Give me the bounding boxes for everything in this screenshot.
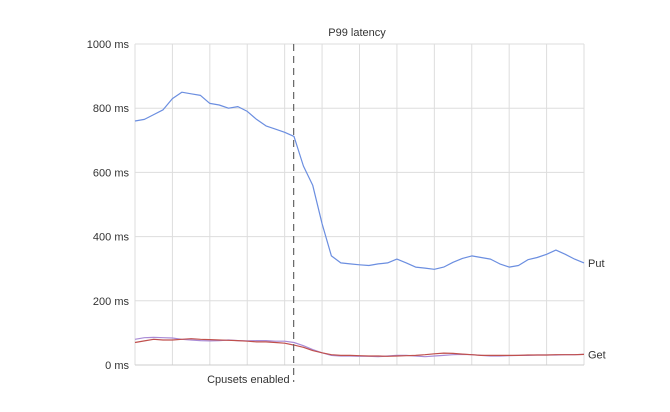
series-label-put: Put	[588, 258, 605, 270]
y-tick-label: 200 ms	[93, 296, 130, 308]
y-tick-label: 1000 ms	[87, 39, 130, 51]
y-tick-label: 0 ms	[105, 360, 129, 372]
series-line-put	[134, 91, 585, 270]
series-label-get: Get	[588, 349, 606, 361]
y-tick-label: 800 ms	[93, 103, 130, 115]
cpusets-enabled-label: Cpusets enabled	[207, 374, 290, 386]
y-tick-label: 400 ms	[93, 232, 130, 244]
y-tick-label: 600 ms	[93, 167, 130, 179]
chart-title: P99 latency	[328, 27, 386, 39]
series-line-get	[134, 338, 585, 357]
